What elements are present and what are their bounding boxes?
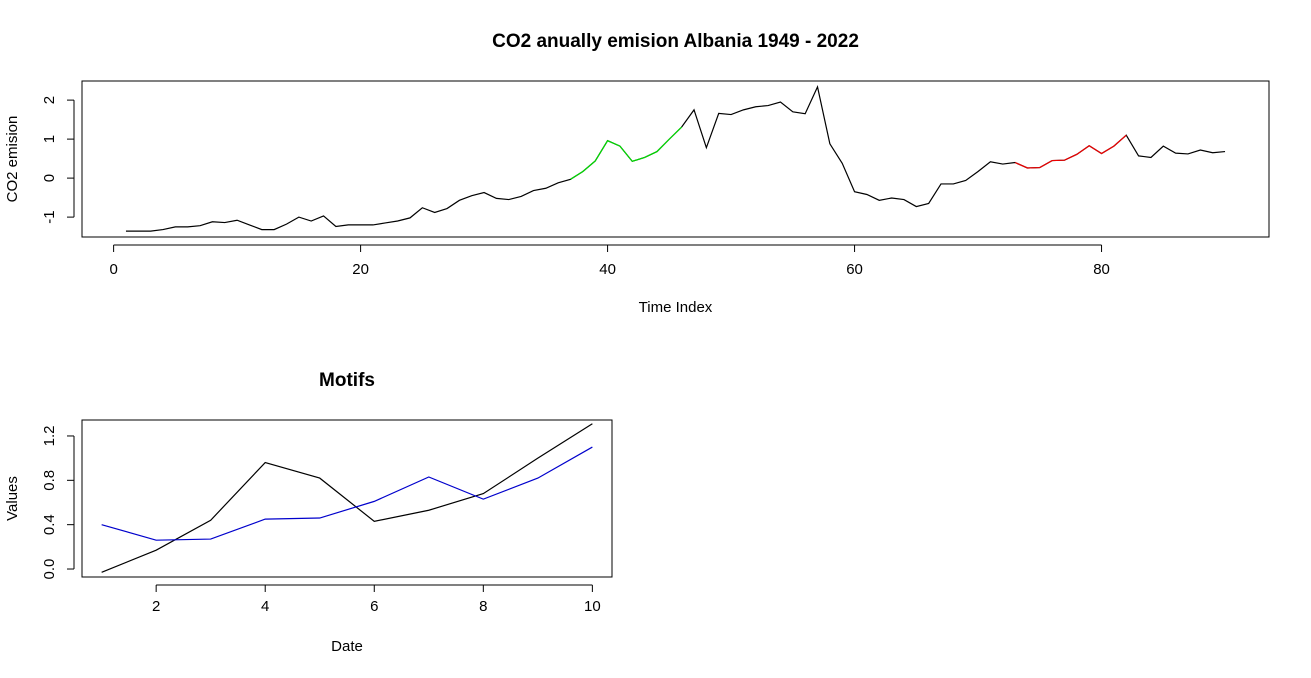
- x-tick-label: 60: [846, 261, 863, 278]
- y-axis-label: Values: [4, 476, 21, 521]
- y-tick-label: 1.2: [41, 426, 58, 447]
- y-tick-label: -1: [41, 210, 58, 223]
- series-line: [125, 84, 1226, 232]
- plot-box: [81, 419, 613, 578]
- chart-title: Motifs: [319, 370, 375, 391]
- x-tick-label: 2: [152, 598, 160, 615]
- x-tick-label: 40: [599, 261, 616, 278]
- y-tick-label: 0.4: [41, 514, 58, 535]
- x-tick-label: 4: [261, 598, 269, 615]
- y-tick-label: 1: [41, 135, 58, 143]
- x-tick-label: 80: [1093, 261, 1110, 278]
- y-tick-label: 0.0: [41, 559, 58, 580]
- x-tick-label: 10: [584, 598, 601, 615]
- plot-box: [81, 80, 1270, 238]
- series-line: [101, 423, 593, 573]
- chart-title: CO2 anually emision Albania 1949 - 2022: [492, 31, 859, 52]
- series-line: [101, 446, 593, 541]
- y-tick-label: 0: [41, 174, 58, 182]
- y-tick-label: 0.8: [41, 470, 58, 491]
- series-line: [1014, 134, 1127, 169]
- x-axis-label: Time Index: [639, 299, 713, 316]
- y-axis-label: CO2 emision: [4, 116, 21, 203]
- x-tick-label: 20: [352, 261, 369, 278]
- y-tick-label: 2: [41, 96, 58, 104]
- x-tick-label: 8: [479, 598, 487, 615]
- x-axis-label: Date: [331, 638, 363, 655]
- x-tick-label: 0: [109, 261, 117, 278]
- series-line: [570, 126, 683, 180]
- x-tick-label: 6: [370, 598, 378, 615]
